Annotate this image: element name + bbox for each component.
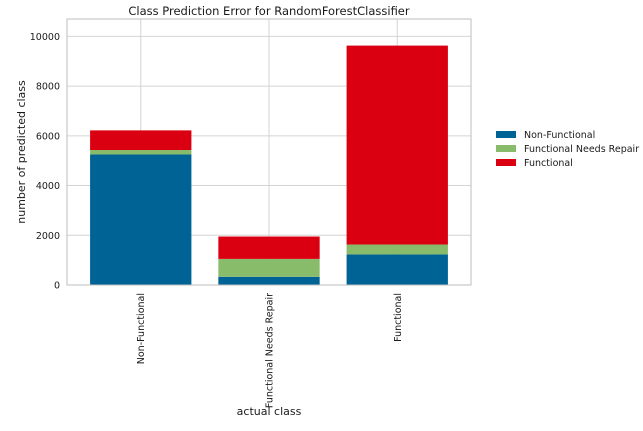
bar-segment (218, 276, 320, 285)
y-tick-label: 8000 (36, 82, 60, 93)
bar-segment (218, 258, 320, 277)
y-tick-labels: 0 2000 4000 6000 8000 10000 (30, 32, 60, 292)
bar-segment (90, 130, 192, 151)
legend-label: Functional Needs Repair (524, 144, 639, 155)
x-tick-label: Functional Needs Repair (265, 293, 276, 408)
x-tick-label: Non-Functional (136, 293, 147, 364)
legend-swatch (496, 131, 516, 138)
bar-segment (346, 254, 448, 285)
y-tick-label: 4000 (36, 181, 60, 192)
x-tick-labels: Non-Functional Functional Needs Repair Fun… (136, 293, 404, 408)
x-tick-label: Functional (393, 293, 404, 342)
y-axis-label: number of predicted class (15, 80, 28, 224)
y-tick-label: 6000 (36, 131, 60, 142)
legend-label: Functional (524, 158, 573, 169)
bars (90, 45, 448, 285)
y-tick-label: 2000 (36, 231, 60, 242)
legend-swatch (496, 145, 516, 152)
y-tick-label: 0 (54, 281, 60, 292)
legend-swatch (496, 159, 516, 166)
chart-title: Class Prediction Error for RandomForestC… (128, 4, 410, 18)
legend: Non-Functional Functional Needs Repair Fun… (496, 130, 639, 169)
bar-segment (346, 45, 448, 245)
x-axis-label: actual class (237, 405, 302, 418)
y-tick-label: 10000 (30, 32, 60, 43)
plot-frame (66, 18, 472, 286)
legend-label: Non-Functional (524, 130, 595, 141)
bar-segment (218, 236, 320, 259)
bar-segment (90, 154, 192, 285)
bar-segment (346, 244, 448, 255)
bar-segment (90, 150, 192, 155)
